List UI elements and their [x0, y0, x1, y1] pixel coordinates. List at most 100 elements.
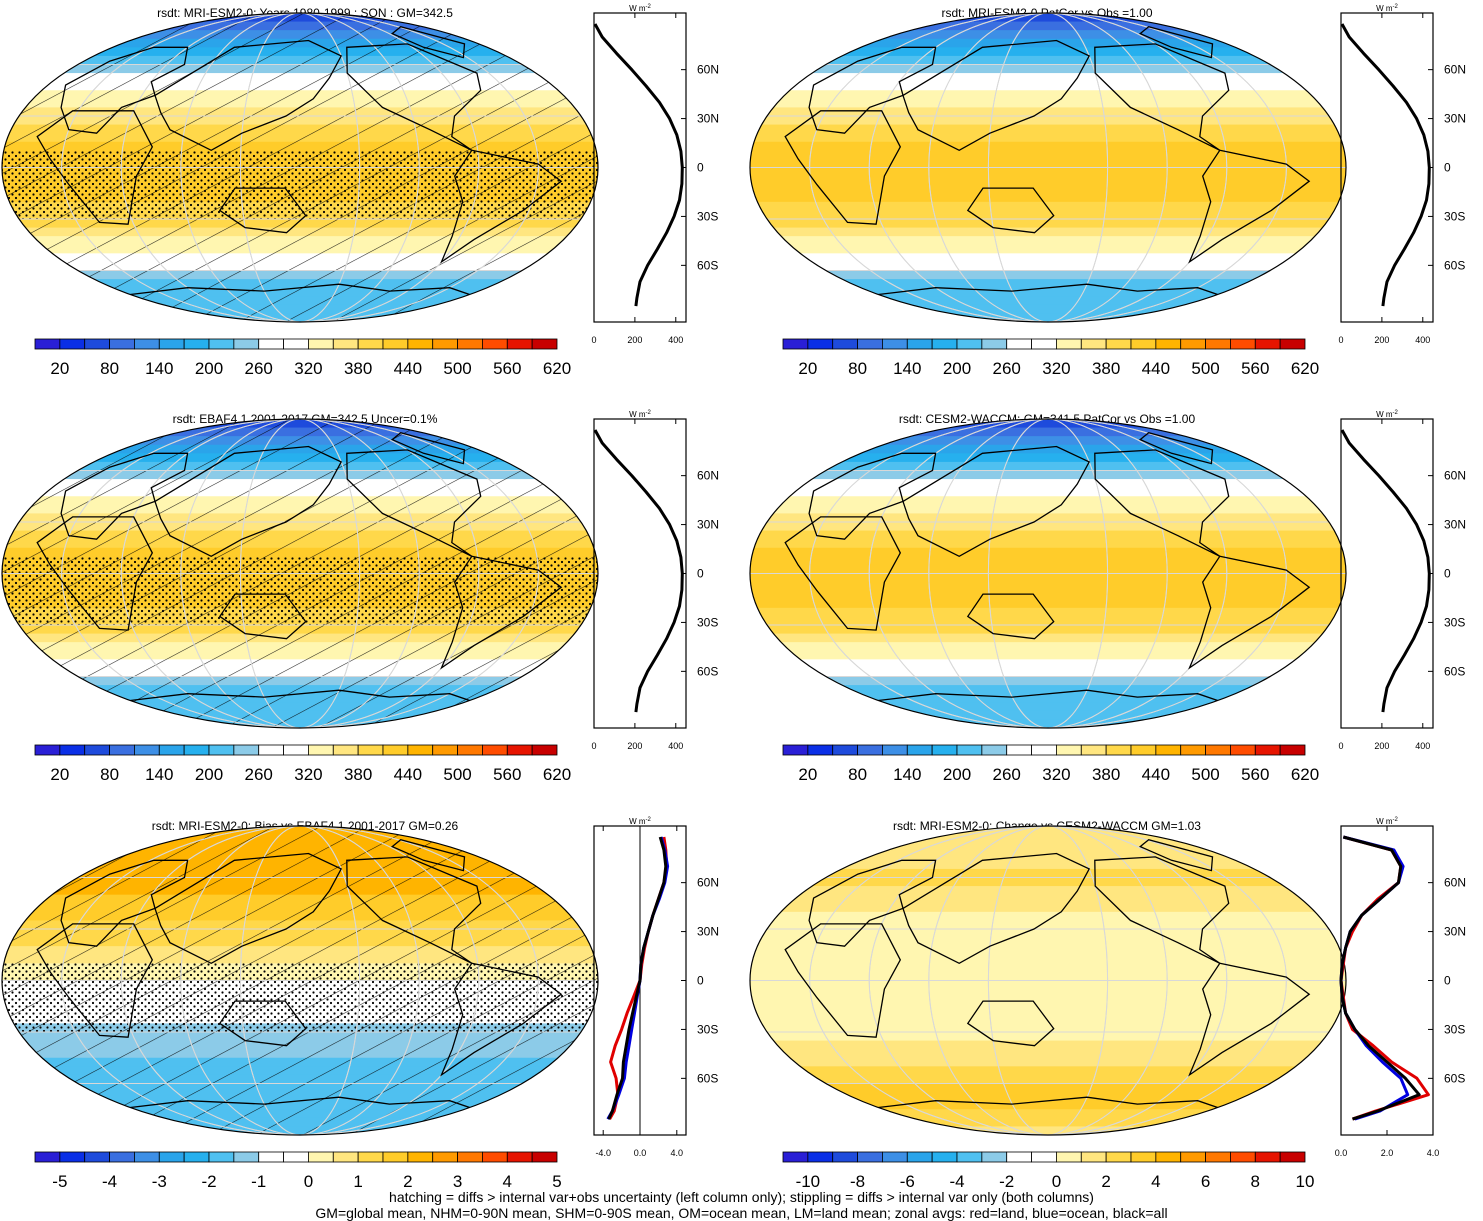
colorbar-tick-label: 2	[1101, 1172, 1110, 1191]
colorbar-swatch	[981, 338, 1008, 350]
colorbar-tick-label: 1	[353, 1172, 362, 1191]
colorbar-tick-label: 200	[195, 765, 223, 784]
zonal-x-tick-label: 400	[1415, 335, 1430, 345]
colorbar-swatch	[109, 1151, 135, 1163]
colorbar: 20 80 140 200 260 320 380 440 500 560 620	[782, 338, 1319, 378]
colorbar-swatch	[1254, 338, 1281, 350]
zonal-mean-plot: W m-2 0.0 2.0 4.0 60N 30N 0 30S 60S	[1335, 817, 1466, 1158]
colorbar-swatch	[857, 744, 883, 756]
zonal-series-line	[607, 836, 668, 1120]
latitude-band	[750, 980, 1346, 990]
zonal-mean-plot: W m-2 0 200 400 60N 30N 0 30S 60S	[591, 4, 719, 345]
colorbar-swatch	[906, 338, 933, 350]
colorbar-tick-label: 500	[1191, 765, 1219, 784]
colorbar-swatch	[109, 744, 135, 756]
zonal-x-tick-label: 200	[1374, 741, 1389, 751]
latitude-band	[750, 236, 1346, 246]
latitude-band	[750, 676, 1346, 686]
colorbar-swatch	[782, 744, 809, 756]
colorbar-swatch	[134, 744, 160, 756]
colorbar-tick-label: 20	[798, 765, 817, 784]
graticule-meridian	[868, 826, 1228, 1135]
colorbar-tick-label: 140	[893, 765, 921, 784]
colorbar-swatch	[832, 744, 858, 756]
latitude-band	[750, 116, 1346, 126]
zonal-lat-label: 0	[1444, 161, 1451, 175]
latitude-band	[750, 616, 1346, 626]
coastline	[902, 852, 1091, 965]
zonal-x-tick-label: 0.0	[634, 1148, 647, 1158]
colorbar-swatch	[84, 744, 110, 756]
zonal-lat-label: 60N	[697, 876, 719, 890]
zonal-unit-label: W m-2	[629, 410, 651, 419]
colorbar-swatch	[1230, 744, 1256, 756]
latitude-band	[750, 184, 1346, 194]
colorbar-swatch	[1056, 338, 1082, 350]
colorbar-swatch	[183, 338, 210, 350]
zonal-lat-label: 30S	[697, 1022, 718, 1036]
colorbar-swatch	[482, 338, 508, 350]
map-outline	[1, 418, 599, 729]
latitude-band	[750, 894, 1346, 904]
colorbar-swatch	[1006, 744, 1032, 756]
coastline	[154, 39, 343, 152]
colorbar-swatch	[981, 1151, 1008, 1163]
zonal-series-line	[1340, 429, 1431, 713]
coastline	[36, 923, 154, 1038]
colorbar-tick-label: 200	[943, 765, 971, 784]
zonal-x-tick-label: 0.0	[1335, 1148, 1348, 1158]
colorbar-swatch	[807, 338, 834, 350]
colorbar-tick-label: 0	[304, 1172, 313, 1191]
zonal-mean-plot: W m-2 -4.0 0.0 4.0 60N 30N 0 30S 60S	[593, 817, 719, 1158]
colorbar-tick-label: 4	[1151, 1172, 1160, 1191]
graticule-meridian	[809, 419, 1287, 728]
colorbar-swatch	[531, 1151, 558, 1163]
zonal-lat-label: 60N	[697, 469, 719, 483]
colorbar-swatch	[258, 744, 284, 756]
zonal-lat-label: 30N	[1444, 112, 1466, 126]
latitude-band	[750, 219, 1346, 229]
zonal-lat-label: 0	[697, 974, 704, 988]
graticule-meridian	[868, 13, 1228, 322]
colorbar-swatch	[906, 744, 933, 756]
latitude-band	[750, 582, 1346, 592]
map-field	[2, 13, 598, 322]
zonal-frame	[1340, 418, 1434, 729]
latitude-band	[750, 633, 1346, 643]
colorbar-swatch	[283, 338, 309, 350]
zonal-lat-label: 0	[1444, 567, 1451, 581]
colorbar-swatch	[158, 338, 185, 350]
colorbar-tick-label: 4	[503, 1172, 512, 1191]
zonal-unit-label: W m-2	[1376, 410, 1398, 419]
latitude-band	[750, 971, 1346, 982]
latitude-band	[750, 997, 1346, 1007]
latitude-band	[750, 573, 1346, 583]
colorbar-tick-label: 3	[453, 1172, 462, 1191]
colorbar-swatch	[1279, 338, 1306, 350]
colorbar-swatch	[382, 1151, 409, 1163]
colorbar-tick-label: 10	[1296, 1172, 1315, 1191]
colorbar-tick-label: 260	[245, 359, 273, 378]
colorbar-swatch	[956, 1151, 983, 1163]
colorbar-swatch	[357, 744, 384, 756]
zonal-lat-label: 30S	[1444, 615, 1465, 629]
latitude-band	[750, 287, 1346, 297]
colorbar-tick-label: 620	[543, 359, 571, 378]
zonal-lat-label: 60S	[1444, 664, 1465, 678]
graticule-meridian	[61, 13, 539, 322]
zonal-series-line	[593, 429, 684, 713]
map-outline	[1, 825, 599, 1136]
zonal-x-tick-label: 0	[591, 741, 596, 751]
colorbar-tick-label: 260	[993, 765, 1021, 784]
colorbar-swatch	[308, 1151, 334, 1163]
coastline	[1094, 856, 1230, 964]
latitude-band	[750, 107, 1346, 117]
zonal-lat-label: 30S	[1444, 1022, 1465, 1036]
coastline	[218, 1000, 307, 1047]
latitude-band	[750, 937, 1346, 947]
colorbar-swatch	[531, 338, 558, 350]
panel-1: rsdt: MRI-ESM2-0: Years 1980-1999 : SON …	[1, 4, 719, 378]
colorbar-tick-label: 200	[195, 359, 223, 378]
colorbar-tick-label: 80	[100, 359, 119, 378]
graticule-meridian	[61, 826, 539, 1135]
